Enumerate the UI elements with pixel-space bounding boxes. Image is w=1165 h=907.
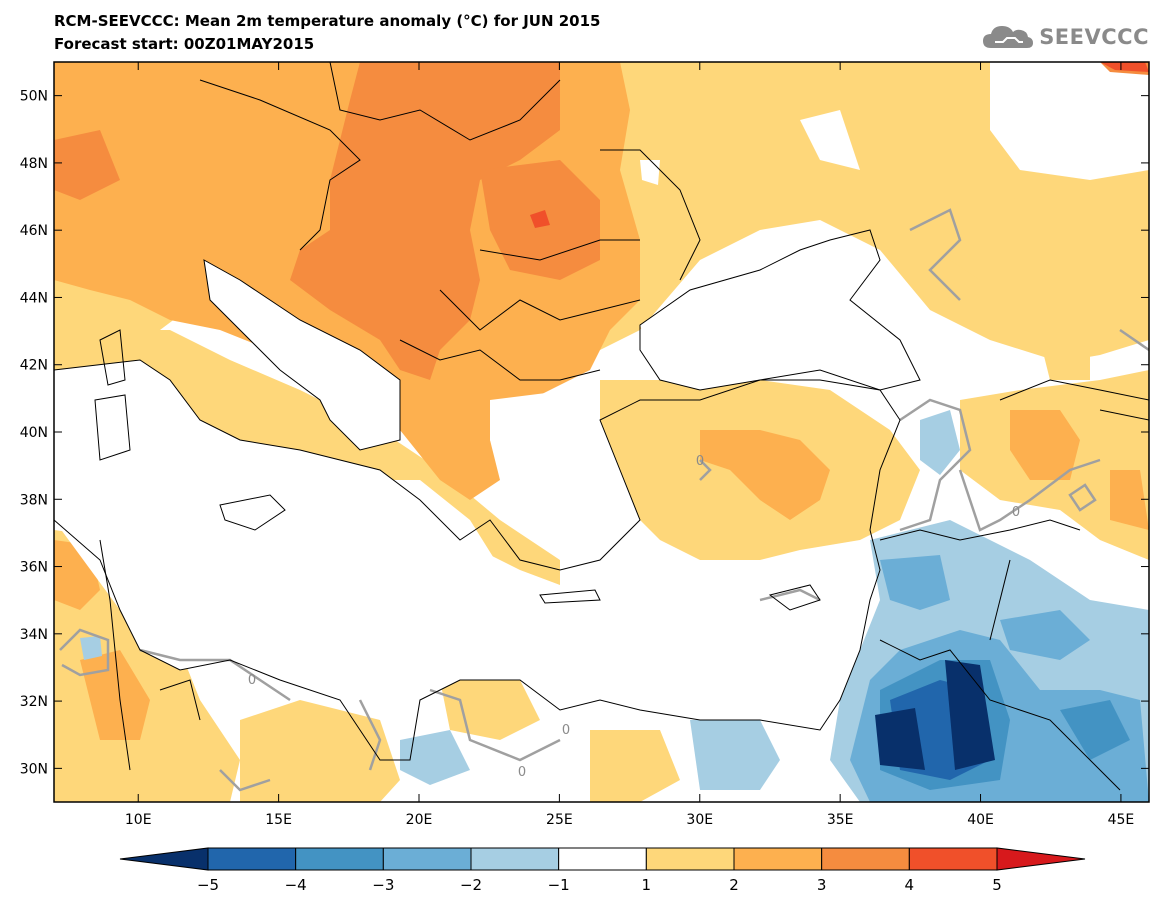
contour-label: 0 [696, 454, 704, 469]
lat-tick-label: 38N [20, 492, 48, 508]
colorbar-label: −4 [285, 876, 307, 894]
colorbar-label: 1 [642, 876, 652, 894]
lon-tick-label: 20E [406, 812, 433, 828]
lon-tick-label: 25E [546, 812, 573, 828]
colorbar-label: −5 [197, 876, 219, 894]
colorbar-low-extend [119, 847, 209, 871]
forecast-start-subtitle: Forecast start: 00Z01MAY2015 [54, 35, 315, 53]
colorbar-label: −2 [460, 876, 482, 894]
colorbar-label: 3 [817, 876, 827, 894]
lon-tick-label: 40E [967, 812, 994, 828]
colorbar-bin [908, 847, 998, 871]
lat-tick-label: 48N [20, 156, 48, 172]
lat-tick-label: 40N [20, 425, 48, 441]
lat-tick-label: 36N [20, 560, 48, 576]
colorbar-bin [382, 847, 472, 871]
lat-tick-label: 50N [20, 89, 48, 105]
lon-tick-label: 45E [1108, 812, 1135, 828]
colorbar-label: 2 [729, 876, 739, 894]
lat-tick-label: 46N [20, 223, 48, 239]
map-title: RCM-SEEVCCC: Mean 2m temperature anomaly… [54, 12, 601, 30]
anomaly-field [54, 62, 1149, 802]
logo-text: SEEVCCC [1039, 25, 1149, 49]
colorbar-bin [295, 847, 384, 871]
colorbar-bin [558, 847, 647, 871]
contour-label: 0 [1012, 505, 1020, 520]
zero-contour-labels: 0 0 0 0 0 [248, 454, 1020, 780]
lon-tick-label: 30E [686, 812, 713, 828]
lat-tick-label: 44N [20, 290, 48, 306]
colorbar-high-extend [996, 847, 1086, 871]
colorbar-bin [207, 847, 297, 871]
colorbar-label: −1 [548, 876, 570, 894]
anomaly-neutral-areas [640, 62, 1149, 185]
anomaly-4-5-areas [530, 62, 1149, 228]
lon-tick-label: 35E [827, 812, 854, 828]
colorbar-label: 4 [905, 876, 915, 894]
lat-tick-label: 32N [20, 694, 48, 710]
lon-tick-label: 15E [265, 812, 292, 828]
colorbar-bin [821, 847, 910, 871]
colorbar-bin [470, 847, 560, 871]
latitude-axis: 50N 48N 46N 44N 42N 40N 38N 36N 34N 32N 30N [20, 89, 1149, 777]
coastlines-borders [54, 62, 1149, 791]
seevccc-logo: SEEVCCC [981, 22, 1149, 52]
colorbar-label: −3 [372, 876, 394, 894]
cloud-icon [983, 26, 1034, 48]
lon-tick-label: 10E [125, 812, 152, 828]
longitude-axis: 10E 15E 20E 25E 30E 35E 40E 45E [125, 62, 1134, 828]
lat-tick-label: 34N [20, 627, 48, 643]
contour-label: 0 [562, 723, 570, 738]
lat-tick-label: 30N [20, 761, 48, 777]
colorbar-bin [645, 847, 735, 871]
contour-label: 0 [248, 673, 256, 688]
sea-mask [54, 260, 920, 720]
colorbar: −5 −4 −3 −2 −1 1 2 3 4 5 [119, 847, 1086, 894]
colorbar-label: 5 [992, 876, 1002, 894]
lat-tick-label: 42N [20, 358, 48, 374]
contour-label: 0 [518, 765, 526, 780]
colorbar-bin [733, 847, 823, 871]
anomaly-negative-areas [80, 410, 1149, 802]
